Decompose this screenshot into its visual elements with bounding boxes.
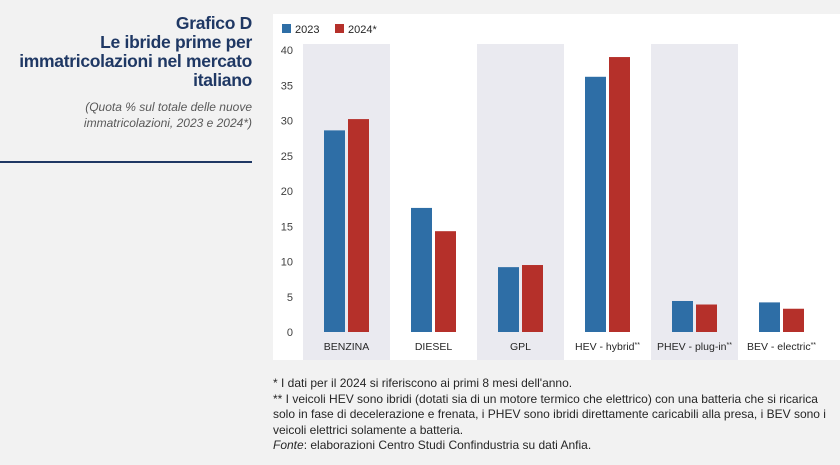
chart-title-line-3: immatricolazioni nel mercato bbox=[19, 51, 252, 71]
bar-2024-3 bbox=[609, 57, 630, 333]
bar-2024-0 bbox=[348, 119, 369, 332]
chart-notes: * I dati per il 2024 si riferiscono ai p… bbox=[273, 376, 833, 454]
legend-swatch-0 bbox=[282, 24, 291, 33]
x-tick-label: HEV - hybrid** bbox=[575, 341, 640, 353]
category-band-4 bbox=[651, 44, 738, 360]
bar-2023-3 bbox=[585, 76, 606, 332]
legend-label-0: 2023 bbox=[295, 24, 319, 36]
chart-title-line-2: Le ibride prime per bbox=[100, 32, 252, 52]
x-tick-label: GPL bbox=[510, 341, 531, 353]
legend-swatch-1 bbox=[335, 24, 344, 33]
y-tick-label: 25 bbox=[281, 151, 293, 163]
source-text: : elaborazioni Centro Studi Confindustri… bbox=[303, 438, 592, 452]
bar-2023-5 bbox=[759, 302, 780, 332]
note-vehicle-types: ** I veicoli HEV sono ibridi (dotati sia… bbox=[273, 391, 826, 437]
category-band-0 bbox=[303, 44, 390, 360]
chart-area: 0 5 10 15 20 25 30 35 40 BENZINA DIESEL GPL HEV - hy… bbox=[273, 14, 840, 360]
y-tick-label: 30 bbox=[281, 116, 293, 128]
bar-2024-5 bbox=[783, 308, 804, 332]
bar-2023-0 bbox=[324, 130, 345, 332]
bar-2023-4 bbox=[672, 300, 693, 332]
bar-chart: 0 5 10 15 20 25 30 35 40 BENZINA DIESEL GPL HEV - hy… bbox=[281, 24, 816, 360]
x-tick-label: DIESEL bbox=[415, 341, 453, 353]
note-2024: * I dati per il 2024 si riferiscono ai p… bbox=[273, 376, 573, 390]
x-tick-label: PHEV - plug-in** bbox=[657, 341, 732, 353]
x-tick-label: BENZINA bbox=[324, 341, 370, 353]
y-tick-label: 0 bbox=[287, 327, 293, 339]
x-tick-label: BEV - electric** bbox=[747, 341, 816, 353]
chart-subtitle-line-2: immatricolazioni, 2023 e 2024*) bbox=[83, 116, 252, 130]
y-tick-label: 35 bbox=[281, 80, 293, 92]
category-band-2 bbox=[477, 44, 564, 360]
y-tick-label: 15 bbox=[281, 221, 293, 233]
bar-2024-2 bbox=[522, 265, 543, 332]
y-tick-label: 10 bbox=[281, 257, 293, 269]
bar-2023-2 bbox=[498, 267, 519, 332]
chart-title-line-1: Grafico D bbox=[175, 13, 252, 33]
y-tick-label: 20 bbox=[281, 186, 293, 198]
chart-subtitle-line-1: (Quota % sul totale delle nuove bbox=[85, 100, 252, 114]
chart-title-line-4: italiano bbox=[193, 70, 252, 90]
bar-2024-1 bbox=[435, 231, 456, 332]
source-label: Fonte bbox=[273, 438, 304, 452]
legend-label-1: 2024* bbox=[348, 24, 377, 36]
title-block: Grafico D Le ibride prime per immatricol… bbox=[0, 14, 252, 131]
title-divider bbox=[0, 161, 252, 163]
y-tick-label: 40 bbox=[281, 45, 293, 57]
bar-2024-4 bbox=[696, 304, 717, 332]
note-source: Fonte: elaborazioni Centro Studi Confind… bbox=[273, 438, 833, 454]
y-tick-label: 5 bbox=[287, 292, 293, 304]
bar-2023-1 bbox=[411, 207, 432, 332]
chart-subtitle: (Quota % sul totale delle nuove immatric… bbox=[0, 99, 252, 131]
